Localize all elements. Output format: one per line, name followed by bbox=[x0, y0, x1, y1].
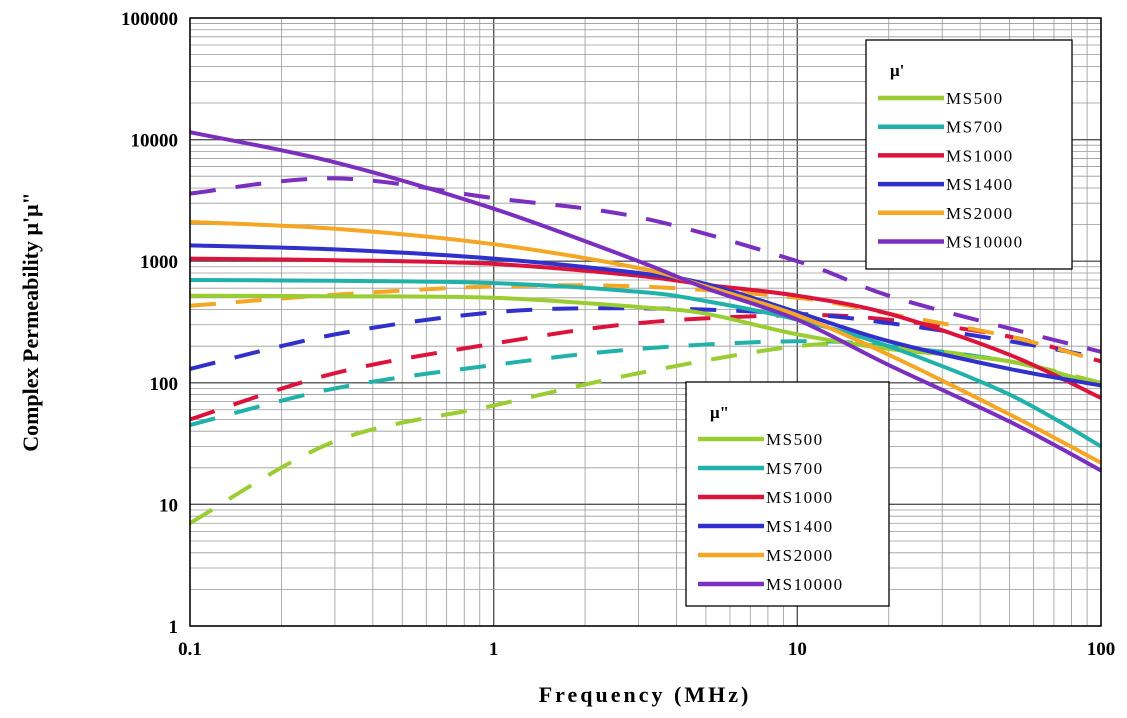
y-tick-label: 10 bbox=[159, 495, 178, 516]
series-line-mu-prime-ms10000 bbox=[189, 130, 1102, 473]
x-axis-title: Frequency (MHz) bbox=[539, 682, 752, 707]
legend-label-ms2000: MS2000 bbox=[766, 546, 834, 565]
plot-area-frame bbox=[189, 17, 1102, 627]
y-tick-label: 100 bbox=[150, 374, 179, 395]
series-line-mu-prime-ms500 bbox=[189, 293, 1102, 388]
legend-label-ms1400: MS1400 bbox=[766, 517, 834, 536]
y-tick-label: 1 bbox=[169, 617, 179, 638]
legend-mu-double-prime: μ" MS500 MS700 MS1000 MS1400 MS2000 MS10000 bbox=[685, 381, 890, 607]
series-line-mu-prime-ms700 bbox=[189, 278, 1102, 449]
y-axis-title: Complex Permeability μ'μ" bbox=[18, 192, 43, 452]
legend-title: μ" bbox=[710, 403, 729, 422]
x-tick-label: 1 bbox=[489, 639, 499, 660]
x-tick-label: 100 bbox=[1087, 639, 1116, 660]
legend-label-ms1400: MS1400 bbox=[946, 175, 1014, 194]
y-tick-label: 1000 bbox=[140, 252, 178, 273]
legend-title: μ' bbox=[890, 61, 904, 80]
series-lines bbox=[189, 130, 1102, 525]
series-line-mu-double-prime-ms500 bbox=[189, 341, 1102, 525]
legend-label-ms10000: MS10000 bbox=[766, 575, 844, 594]
legend-label-ms1000: MS1000 bbox=[946, 146, 1014, 165]
legend-label-ms2000: MS2000 bbox=[946, 204, 1014, 223]
y-tick-label: 10000 bbox=[131, 131, 179, 152]
legend-label-ms1000: MS1000 bbox=[766, 488, 834, 507]
legend-label-ms700: MS700 bbox=[766, 459, 824, 478]
series-line-mu-double-prime-ms10000 bbox=[189, 176, 1102, 354]
legend-mu-prime: μ' MS500 MS700 MS1000 MS1400 MS2000 MS10000 bbox=[865, 39, 1073, 270]
y-tick-label: 100000 bbox=[121, 9, 178, 30]
legend-label-ms500: MS500 bbox=[946, 89, 1004, 108]
legend-label-ms700: MS700 bbox=[946, 118, 1004, 137]
x-tick-label: 10 bbox=[788, 639, 807, 660]
x-tick-label: 0.1 bbox=[178, 639, 202, 660]
series-line-mu-double-prime-ms1400 bbox=[189, 306, 1102, 371]
legend-label-ms500: MS500 bbox=[766, 430, 824, 449]
legend-box bbox=[685, 381, 890, 607]
legend-label-ms10000: MS10000 bbox=[946, 233, 1024, 252]
